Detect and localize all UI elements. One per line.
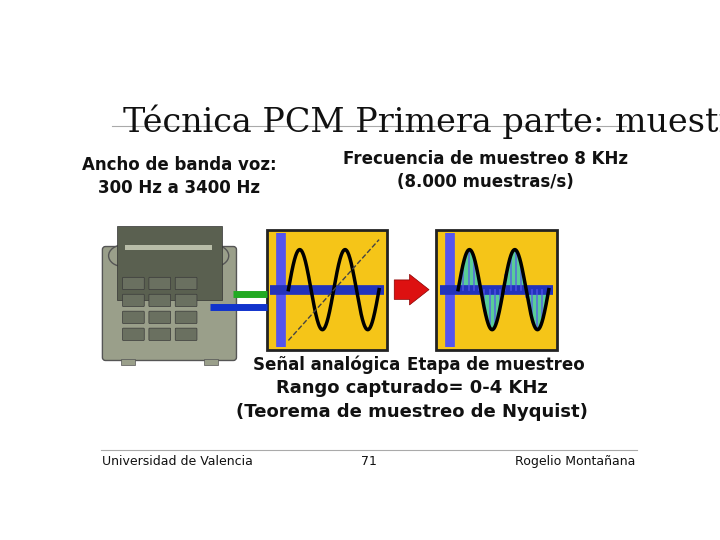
Text: Etapa de muestreo: Etapa de muestreo bbox=[408, 356, 585, 374]
Text: Frecuencia de muestreo 8 KHz
(8.000 muestras/s): Frecuencia de muestreo 8 KHz (8.000 mues… bbox=[343, 150, 628, 191]
Bar bbox=[125, 245, 212, 249]
Text: Técnica PCM Primera parte: muestreo: Técnica PCM Primera parte: muestreo bbox=[122, 105, 720, 139]
FancyBboxPatch shape bbox=[122, 278, 144, 289]
FancyBboxPatch shape bbox=[149, 294, 171, 307]
Bar bbox=[121, 359, 135, 365]
FancyBboxPatch shape bbox=[102, 247, 236, 361]
Ellipse shape bbox=[109, 245, 138, 267]
Text: 71: 71 bbox=[361, 455, 377, 468]
Bar bbox=[129, 257, 210, 267]
Text: Rogelio Montañana: Rogelio Montañana bbox=[516, 455, 636, 468]
Ellipse shape bbox=[199, 245, 229, 267]
FancyArrowPatch shape bbox=[395, 274, 429, 305]
FancyBboxPatch shape bbox=[122, 311, 144, 323]
FancyBboxPatch shape bbox=[149, 278, 171, 289]
Text: Universidad de Valencia: Universidad de Valencia bbox=[102, 455, 253, 468]
FancyBboxPatch shape bbox=[149, 328, 171, 340]
Bar bbox=[266, 231, 387, 350]
Bar bbox=[436, 231, 557, 350]
FancyBboxPatch shape bbox=[175, 328, 197, 340]
FancyBboxPatch shape bbox=[122, 294, 144, 307]
FancyBboxPatch shape bbox=[149, 311, 171, 323]
Bar bbox=[117, 226, 222, 300]
FancyBboxPatch shape bbox=[122, 328, 144, 340]
FancyBboxPatch shape bbox=[175, 278, 197, 289]
FancyBboxPatch shape bbox=[175, 294, 197, 307]
Text: Rango capturado= 0-4 KHz
(Teorema de muestreo de Nyquist): Rango capturado= 0-4 KHz (Teorema de mue… bbox=[235, 379, 588, 421]
Text: Ancho de banda voz:
300 Hz a 3400 Hz: Ancho de banda voz: 300 Hz a 3400 Hz bbox=[82, 156, 276, 197]
Text: Señal analógica: Señal analógica bbox=[253, 356, 400, 374]
Bar bbox=[123, 248, 214, 264]
Bar bbox=[204, 359, 218, 365]
FancyBboxPatch shape bbox=[175, 311, 197, 323]
